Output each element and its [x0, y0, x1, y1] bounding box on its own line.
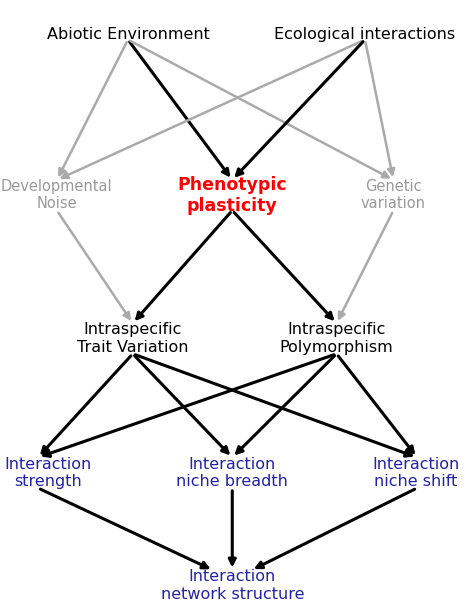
Text: Interaction
network structure: Interaction network structure	[161, 569, 304, 602]
Text: Intraspecific
Trait Variation: Intraspecific Trait Variation	[77, 322, 189, 355]
Text: Interaction
strength: Interaction strength	[5, 456, 92, 489]
Text: Phenotypic
plasticity: Phenotypic plasticity	[177, 176, 287, 215]
Text: Interaction
niche breadth: Interaction niche breadth	[176, 456, 288, 489]
Text: Ecological interactions: Ecological interactions	[274, 27, 456, 43]
Text: Intraspecific
Polymorphism: Intraspecific Polymorphism	[280, 322, 393, 355]
Text: Interaction
niche shift: Interaction niche shift	[373, 456, 460, 489]
Text: Genetic
variation: Genetic variation	[361, 179, 426, 212]
Text: Abiotic Environment: Abiotic Environment	[46, 27, 210, 43]
Text: Developmental
Noise: Developmental Noise	[1, 179, 113, 212]
